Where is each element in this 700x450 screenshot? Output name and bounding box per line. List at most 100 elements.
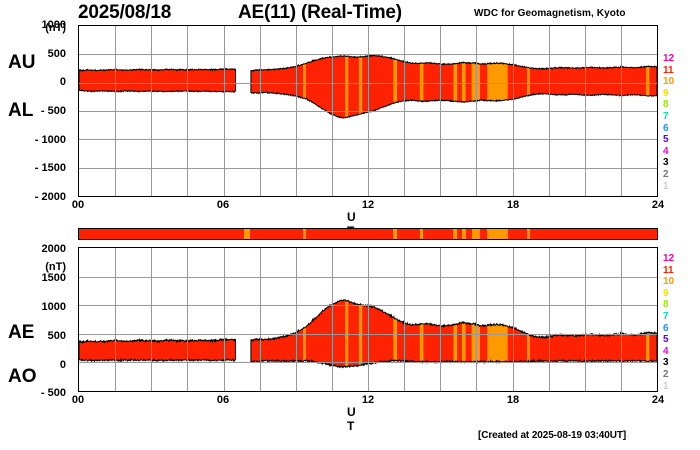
bottom-ytick-3: 500 (47, 330, 66, 342)
legend-item-12: 12 (663, 53, 675, 64)
station-bar-segment (487, 229, 508, 239)
created-timestamp: [Created at 2025-08-19 03:40UT] (478, 430, 627, 441)
legend-item-12: 12 (663, 253, 675, 264)
gridline-vertical (115, 248, 116, 391)
gridline-vertical (187, 248, 188, 391)
legend-item-7: 7 (663, 310, 669, 322)
legend-item-7: 7 (663, 110, 669, 122)
gridline-vertical (151, 248, 152, 391)
bottom-station-legend: 12 11 10 9 8 7 6 5 4 3 2 1 (663, 253, 687, 392)
bottom-plot-area (78, 247, 658, 392)
bottom-xaxis-label: U T (347, 405, 356, 433)
top-plot-area (78, 25, 658, 197)
top-xtick-0: 00 (71, 199, 85, 211)
bottom-ytick-2: 1000 (41, 301, 66, 313)
gridline-vertical (224, 248, 225, 391)
top-xtick-2: 12 (361, 199, 375, 211)
gridline-horizontal (79, 277, 657, 278)
gridline-vertical (476, 248, 477, 391)
top-ytick-5: - 1500 (34, 162, 66, 174)
trace-lower-outline (250, 91, 657, 119)
bottom-ytick-4: 0 (59, 359, 66, 371)
top-ytick-1: 500 (47, 48, 66, 60)
gridline-vertical (585, 248, 586, 391)
gridline-vertical (621, 248, 622, 391)
top-trace-canvas (79, 54, 657, 119)
station-bar-segment (243, 229, 251, 239)
gridline-vertical (296, 248, 297, 391)
legend-item-8: 8 (663, 299, 669, 311)
top-ytick-3: - 500 (40, 105, 66, 117)
gridline-vertical (332, 248, 333, 391)
station-bar-segment (457, 229, 462, 239)
top-xtick-1: 06 (216, 199, 230, 211)
top-series-label-al: AL (8, 100, 34, 121)
gridline-vertical (513, 248, 514, 391)
gridline-vertical (368, 248, 369, 391)
trace-lower-outline (79, 357, 236, 363)
legend-item-1: 1 (663, 180, 669, 192)
legend-item-8: 8 (663, 99, 669, 111)
top-xtick-3: 18 (506, 199, 520, 211)
legend-item-9: 9 (663, 87, 669, 99)
top-xtick-4: 24 (651, 199, 665, 211)
station-bar-segment (526, 229, 530, 239)
trace-lower-outline (79, 89, 236, 93)
legend-item-10: 10 (663, 76, 675, 88)
legend-item-2: 2 (663, 168, 669, 180)
station-bar-segment (461, 229, 466, 239)
station-bar-segment (453, 229, 458, 239)
gridline-horizontal (79, 168, 657, 169)
station-bar-segment (471, 229, 480, 239)
station-bar-segment (479, 229, 488, 239)
station-count-bar (78, 228, 658, 240)
legend-item-3: 3 (663, 157, 669, 169)
top-station-legend: 12 11 10 9 8 7 6 5 4 3 2 1 (663, 53, 687, 192)
bottom-xtick-0: 00 (71, 394, 85, 406)
trace-upper-outline (79, 337, 236, 344)
station-bar-segment (396, 229, 420, 239)
top-series-label-au: AU (8, 52, 36, 73)
legend-item-3: 3 (663, 357, 669, 369)
station-bar-segment (250, 229, 303, 239)
legend-item-9: 9 (663, 287, 669, 299)
station-bar-segment (419, 229, 424, 239)
bottom-ytick-5: - 500 (40, 387, 66, 399)
plot-date: 2025/08/18 (78, 2, 172, 23)
top-ytick-4: - 1000 (34, 134, 66, 146)
legend-item-4: 4 (663, 145, 669, 157)
legend-item-10: 10 (663, 276, 675, 288)
gridline-vertical (404, 248, 405, 391)
trace-fill (79, 338, 236, 362)
gridline-horizontal (79, 54, 657, 55)
legend-item-1: 1 (663, 380, 669, 392)
station-bar-segment (507, 229, 527, 239)
gridline-horizontal (79, 334, 657, 335)
station-bar-segment (302, 229, 306, 239)
station-bar-segment (393, 229, 397, 239)
page-title: AE(11) (Real-Time) (238, 2, 402, 23)
legend-item-11: 11 (663, 64, 674, 76)
bottom-unit-label: (nT) (45, 261, 66, 273)
station-bar-segment (465, 229, 472, 239)
bottom-xtick-4: 24 (651, 394, 665, 406)
gridline-horizontal (79, 139, 657, 140)
bottom-series-label-ao: AO (8, 366, 37, 387)
gridline-horizontal (79, 362, 657, 363)
bottom-ytick-0: 2000 (41, 243, 66, 255)
gridline-horizontal (79, 83, 657, 84)
legend-item-2: 2 (663, 368, 669, 380)
gridline-vertical (440, 248, 441, 391)
legend-item-5: 5 (663, 134, 669, 146)
bottom-series-label-ae: AE (8, 322, 35, 343)
bottom-ytick-1: 1500 (41, 272, 66, 284)
top-ytick-6: - 2000 (34, 191, 66, 203)
organization-label: WDC for Geomagnetism, Kyoto (474, 8, 626, 19)
trace-fill (79, 68, 236, 93)
station-bar-segment (423, 229, 454, 239)
legend-item-11: 11 (663, 264, 674, 276)
bottom-xtick-1: 06 (216, 394, 230, 406)
legend-item-6: 6 (663, 122, 669, 134)
bottom-xtick-3: 18 (506, 394, 520, 406)
